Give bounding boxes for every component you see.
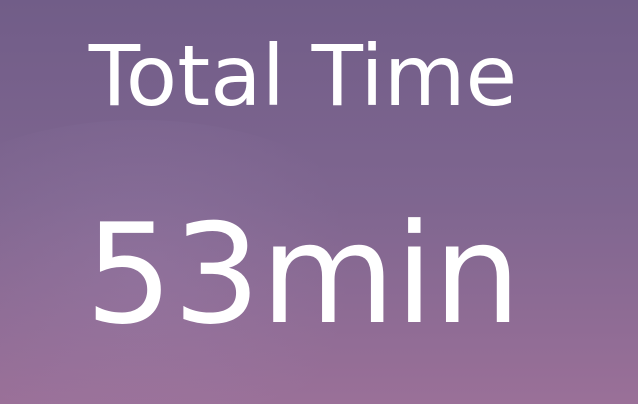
total-time-value: 53min <box>85 194 521 355</box>
total-time-label: Total Time <box>88 27 518 125</box>
